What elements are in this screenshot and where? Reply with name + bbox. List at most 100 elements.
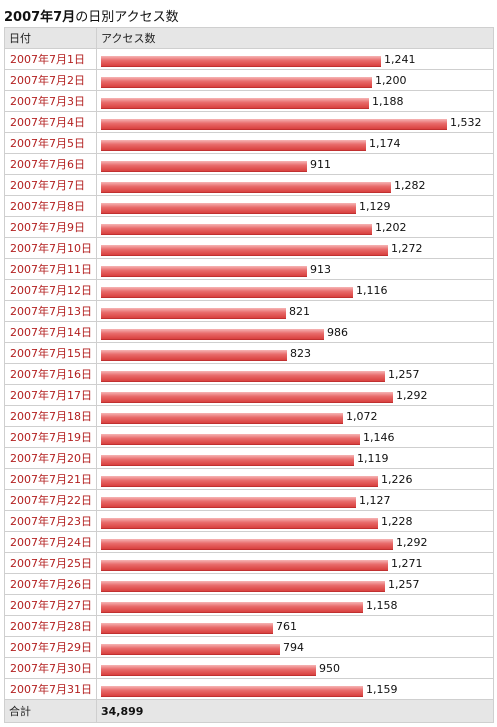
bar-cell: 986 — [96, 321, 494, 343]
date-cell[interactable]: 2007年7月19日 — [4, 426, 97, 448]
date-cell[interactable]: 2007年7月26日 — [4, 573, 97, 595]
date-cell[interactable]: 2007年7月3日 — [4, 90, 97, 112]
bar-value-label: 823 — [290, 347, 311, 360]
access-bar — [101, 140, 366, 151]
bar-cell: 1,174 — [96, 132, 494, 154]
access-bar — [101, 182, 391, 193]
date-cell[interactable]: 2007年7月10日 — [4, 237, 97, 259]
bar-cell: 1,292 — [96, 384, 494, 406]
date-cell[interactable]: 2007年7月25日 — [4, 552, 97, 574]
table-row: 2007年7月18日 1,072 — [4, 405, 494, 427]
table-row: 2007年7月28日 761 — [4, 615, 494, 637]
bar-value-label: 1,257 — [388, 368, 420, 381]
access-column-header: アクセス数 — [96, 27, 494, 49]
date-cell[interactable]: 2007年7月31日 — [4, 678, 97, 700]
title-suffix: の日別アクセス数 — [75, 10, 179, 25]
date-cell[interactable]: 2007年7月14日 — [4, 321, 97, 343]
date-cell[interactable]: 2007年7月13日 — [4, 300, 97, 322]
bar-value-label: 1,532 — [450, 116, 482, 129]
bar-value-label: 761 — [276, 620, 297, 633]
access-bar — [101, 623, 273, 634]
bar-value-label: 1,116 — [356, 284, 388, 297]
table-row: 2007年7月4日 1,532 — [4, 111, 494, 133]
bar-cell: 1,532 — [96, 111, 494, 133]
bar-value-label: 1,158 — [366, 599, 398, 612]
bar-cell: 1,146 — [96, 426, 494, 448]
table-row: 2007年7月1日 1,241 — [4, 48, 494, 70]
access-bar — [101, 371, 385, 382]
bar-value-label: 986 — [327, 326, 348, 339]
table-row: 2007年7月25日 1,271 — [4, 552, 494, 574]
bar-value-label: 1,129 — [359, 200, 391, 213]
bar-cell: 1,272 — [96, 237, 494, 259]
bar-cell: 913 — [96, 258, 494, 280]
date-cell[interactable]: 2007年7月2日 — [4, 69, 97, 91]
bar-value-label: 1,226 — [381, 473, 413, 486]
date-cell[interactable]: 2007年7月18日 — [4, 405, 97, 427]
date-cell[interactable]: 2007年7月20日 — [4, 447, 97, 469]
access-bar — [101, 518, 378, 529]
table-row: 2007年7月22日 1,127 — [4, 489, 494, 511]
access-bar — [101, 644, 280, 655]
total-row: 合計 34,899 — [4, 699, 494, 723]
date-cell[interactable]: 2007年7月9日 — [4, 216, 97, 238]
bar-value-label: 913 — [310, 263, 331, 276]
date-cell[interactable]: 2007年7月28日 — [4, 615, 97, 637]
bar-cell: 1,116 — [96, 279, 494, 301]
table-body: 2007年7月1日 1,241 2007年7月2日 1,200 2007年7月3日 1,1… — [4, 48, 494, 700]
bar-value-label: 1,241 — [384, 53, 416, 66]
date-cell[interactable]: 2007年7月23日 — [4, 510, 97, 532]
table-row: 2007年7月16日 1,257 — [4, 363, 494, 385]
bar-cell: 1,188 — [96, 90, 494, 112]
date-cell[interactable]: 2007年7月27日 — [4, 594, 97, 616]
date-cell[interactable]: 2007年7月11日 — [4, 258, 97, 280]
date-cell[interactable]: 2007年7月15日 — [4, 342, 97, 364]
date-cell[interactable]: 2007年7月6日 — [4, 153, 97, 175]
date-cell[interactable]: 2007年7月12日 — [4, 279, 97, 301]
bar-value-label: 1,159 — [366, 683, 398, 696]
date-cell[interactable]: 2007年7月1日 — [4, 48, 97, 70]
date-cell[interactable]: 2007年7月30日 — [4, 657, 97, 679]
access-bar — [101, 77, 372, 88]
table-row: 2007年7月23日 1,228 — [4, 510, 494, 532]
bar-cell: 911 — [96, 153, 494, 175]
access-bar — [101, 581, 385, 592]
access-bar — [101, 455, 354, 466]
bar-cell: 1,228 — [96, 510, 494, 532]
bar-cell: 1,158 — [96, 594, 494, 616]
bar-cell: 794 — [96, 636, 494, 658]
date-cell[interactable]: 2007年7月7日 — [4, 174, 97, 196]
bar-value-label: 1,292 — [396, 389, 428, 402]
access-bar — [101, 224, 372, 235]
bar-cell: 1,292 — [96, 531, 494, 553]
bar-cell: 1,241 — [96, 48, 494, 70]
date-cell[interactable]: 2007年7月4日 — [4, 111, 97, 133]
bar-value-label: 1,146 — [363, 431, 395, 444]
table-row: 2007年7月31日 1,159 — [4, 678, 494, 700]
date-cell[interactable]: 2007年7月8日 — [4, 195, 97, 217]
date-cell[interactable]: 2007年7月17日 — [4, 384, 97, 406]
date-cell[interactable]: 2007年7月22日 — [4, 489, 97, 511]
date-cell[interactable]: 2007年7月21日 — [4, 468, 97, 490]
date-cell[interactable]: 2007年7月16日 — [4, 363, 97, 385]
total-value: 34,899 — [96, 699, 494, 723]
date-cell[interactable]: 2007年7月24日 — [4, 531, 97, 553]
access-bar — [101, 308, 286, 319]
table-row: 2007年7月10日 1,272 — [4, 237, 494, 259]
access-bar — [101, 476, 378, 487]
table-row: 2007年7月6日 911 — [4, 153, 494, 175]
table-row: 2007年7月15日 823 — [4, 342, 494, 364]
bar-cell: 1,200 — [96, 69, 494, 91]
date-cell[interactable]: 2007年7月5日 — [4, 132, 97, 154]
bar-cell: 950 — [96, 657, 494, 679]
title-month: 2007年7月 — [4, 10, 76, 25]
bar-cell: 1,282 — [96, 174, 494, 196]
total-label: 合計 — [4, 699, 97, 723]
table-row: 2007年7月29日 794 — [4, 636, 494, 658]
table-row: 2007年7月14日 986 — [4, 321, 494, 343]
bar-cell: 1,072 — [96, 405, 494, 427]
table-row: 2007年7月17日 1,292 — [4, 384, 494, 406]
date-cell[interactable]: 2007年7月29日 — [4, 636, 97, 658]
bar-value-label: 1,257 — [388, 578, 420, 591]
bar-value-label: 821 — [289, 305, 310, 318]
